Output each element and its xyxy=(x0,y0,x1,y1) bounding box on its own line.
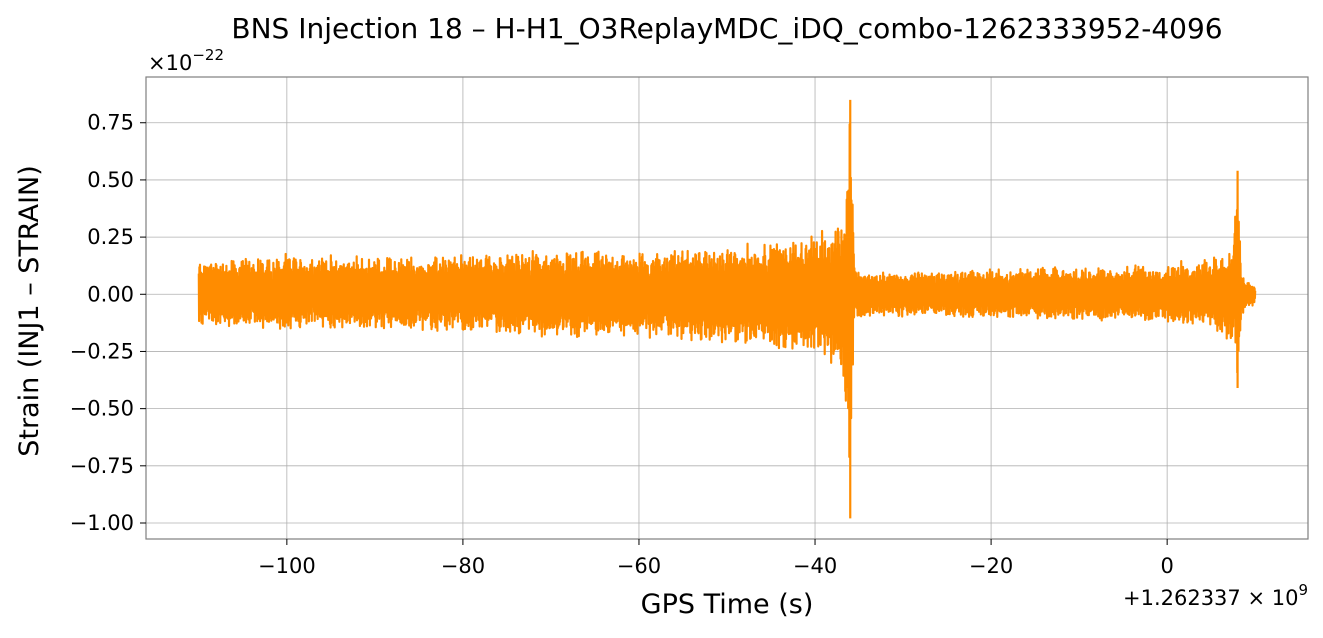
y-tick-label: 0.50 xyxy=(87,168,134,192)
x-tick-label: −100 xyxy=(258,554,316,578)
y-scale-multiplier: ×10−22 xyxy=(148,46,224,75)
y-tick-label: −0.50 xyxy=(70,397,134,421)
y-scale-base: ×10 xyxy=(148,51,192,75)
x-tick-label: −80 xyxy=(441,554,485,578)
x-tick-label: −60 xyxy=(617,554,661,578)
y-tick-label: −1.00 xyxy=(70,511,134,535)
ticks: −100 −80 −60 −40 −20 0 0.75 0.50 0.25 0.00 −0.25 −0… xyxy=(70,111,1174,578)
x-tick-label: 0 xyxy=(1160,554,1173,578)
y-tick-label: −0.25 xyxy=(70,339,134,363)
x-tick-label: −20 xyxy=(969,554,1013,578)
y-tick-label: 0.00 xyxy=(87,282,134,306)
y-axis-label: Strain (INJ1 – STRAIN) xyxy=(14,165,45,457)
x-offset-label: +1.262337 × 109 xyxy=(1123,581,1308,610)
y-tick-label: 0.75 xyxy=(87,111,134,135)
y-scale-exponent: −22 xyxy=(192,46,224,64)
plot-frame xyxy=(145,76,1309,540)
x-offset-exponent: 9 xyxy=(1298,581,1308,599)
y-tick-label: 0.25 xyxy=(87,225,134,249)
data-series xyxy=(197,99,1257,519)
chart-title: BNS Injection 18 – H-H1_O3ReplayMDC_iDQ_… xyxy=(231,12,1222,45)
x-tick-label: −40 xyxy=(793,554,837,578)
x-axis-label: GPS Time (s) xyxy=(641,589,814,620)
y-tick-label: −0.75 xyxy=(70,454,134,478)
x-offset-base: +1.262337 × 10 xyxy=(1123,586,1298,610)
strain-series-line xyxy=(197,99,1257,519)
